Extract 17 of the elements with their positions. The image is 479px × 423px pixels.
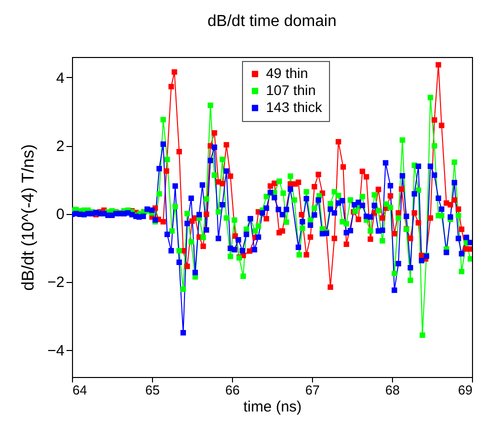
x-tick-label: 68 — [385, 382, 400, 398]
y-tick-label: 4 — [56, 70, 64, 87]
y-tick-label: 0 — [56, 206, 64, 224]
y-axis-title: dB/dt (10^(-4) T/ns) — [18, 144, 38, 291]
x-tick-label: 67 — [305, 382, 320, 398]
y-tick-label: −4 — [47, 342, 64, 360]
y-tick-label: −2 — [47, 274, 64, 292]
x-tick-label: 64 — [72, 382, 87, 398]
x-tick-label: 66 — [225, 382, 240, 398]
y-tick-label: 2 — [56, 138, 64, 156]
x-tick-label: 65 — [145, 382, 160, 398]
legend-label: 49 thin — [266, 65, 308, 81]
x-axis-title: time (ns) — [243, 398, 302, 416]
legend-label: 143 thick — [266, 99, 324, 115]
chart-title: dB/dt time domain — [208, 13, 336, 30]
legend-label: 107 thin — [266, 82, 316, 98]
x-tick-label: 69 — [458, 382, 472, 398]
